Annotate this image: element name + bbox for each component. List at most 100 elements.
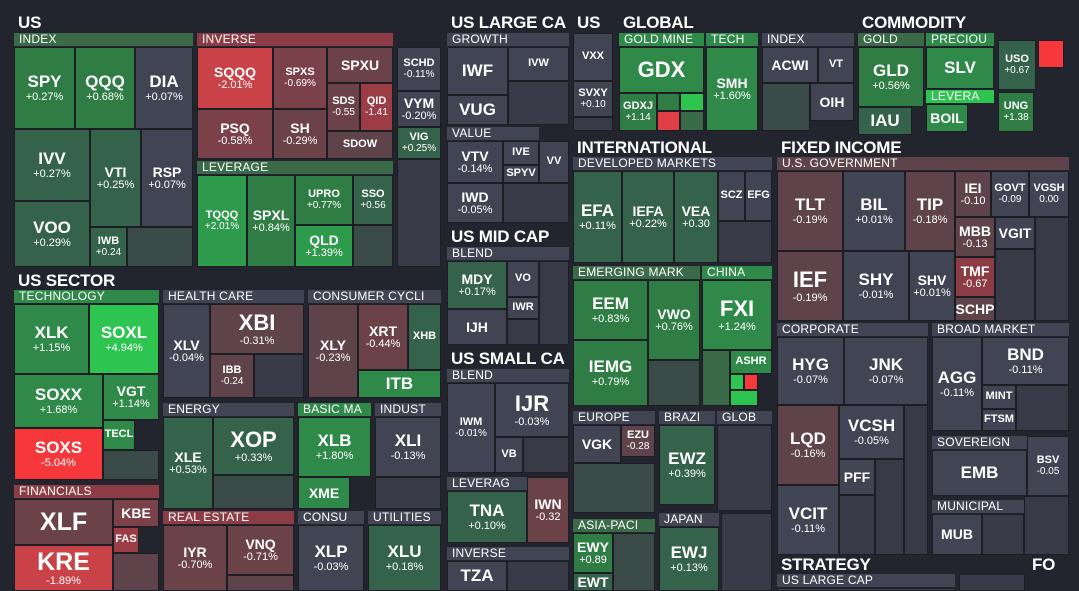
tile-xme[interactable]: XME (298, 477, 350, 509)
tile-ibb[interactable]: IBB -0.24 (210, 354, 254, 398)
tile-iwb[interactable]: IWB +0.24 (90, 227, 127, 267)
tile-mdy[interactable]: MDY +0.17% (447, 261, 507, 309)
tile-fxi[interactable]: FXI +1.24% (702, 280, 772, 350)
tile-smh[interactable]: SMH +1.60% (706, 47, 758, 131)
tile-sso[interactable]: SSO +0.56 (353, 175, 393, 225)
tile-soxs[interactable]: SOXS -5.04% (14, 428, 103, 480)
tile-soxl[interactable]: SOXL +4.94% (89, 304, 159, 374)
tile-vtv[interactable]: VTV -0.14% (447, 141, 503, 183)
tile-iwn[interactable]: IWN -0.32 (527, 477, 569, 543)
tile-shy[interactable]: SHY -0.01% (843, 251, 909, 321)
tile-vym[interactable]: VYM -0.20% (397, 91, 441, 127)
tile-ijh[interactable]: IJH (447, 309, 507, 345)
tile-sqqq[interactable]: SQQQ -2.01% (197, 47, 273, 109)
tile-vxx[interactable]: VXX (573, 33, 613, 81)
tile-vnq[interactable]: VNQ -0.71% (227, 525, 294, 575)
tile-iwr[interactable]: IWR (507, 297, 539, 319)
tile-sdow[interactable]: SDOW (327, 131, 393, 159)
tile-tna[interactable]: TNA +0.10% (447, 491, 527, 543)
tile-ief[interactable]: IEF -0.19% (777, 251, 843, 321)
tile-bnd[interactable]: BND -0.11% (982, 337, 1069, 385)
tile-ewj[interactable]: EWJ +0.13% (659, 527, 719, 591)
tile-xhb[interactable]: XHB (408, 304, 441, 370)
tile-tmf[interactable]: TMF -0.67 (955, 257, 995, 297)
tile-bsv[interactable]: BSV -0.05 (1027, 436, 1069, 496)
tile-eem[interactable]: EEM +0.83% (573, 280, 648, 340)
tile-upro[interactable]: UPRO +0.77% (295, 175, 353, 225)
tile-ijr[interactable]: IJR -0.03% (495, 383, 569, 437)
tile-spyv[interactable]: SPYV (503, 165, 539, 183)
tile-psq[interactable]: PSQ -0.58% (197, 109, 273, 159)
tile-boil[interactable]: BOIL (926, 104, 968, 132)
tile-tqqq[interactable]: TQQQ +2.01% (197, 175, 247, 267)
tile-tecl[interactable]: TECL (103, 420, 135, 450)
tile-voo[interactable]: VOO +0.29% (14, 201, 90, 267)
tile-shv[interactable]: SHV +0.01% (909, 251, 955, 321)
tile-vcsh[interactable]: VCSH -0.05% (839, 405, 904, 459)
tile-lqd[interactable]: LQD -0.16% (777, 405, 839, 485)
tile-kre[interactable]: KRE -1.89% (14, 545, 113, 591)
tile-bil[interactable]: BIL +0.01% (843, 171, 905, 251)
tile-vgsh[interactable]: VGSH 0.00 (1029, 171, 1069, 217)
tile-govt[interactable]: GOVT -0.09 (991, 171, 1029, 217)
tile-ivw[interactable]: IVW (508, 47, 569, 81)
tile-xlp[interactable]: XLP -0.03% (298, 525, 364, 591)
tile-efa[interactable]: EFA +0.11% (573, 171, 622, 263)
tile-qqq[interactable]: QQQ +0.68% (75, 47, 135, 129)
tile-mint[interactable]: MINT (982, 385, 1016, 409)
tile-schd[interactable]: SCHD -0.11% (397, 47, 441, 91)
tile-ewy[interactable]: EWY +0.89 (573, 533, 613, 573)
tile-xlb[interactable]: XLB +1.80% (298, 417, 371, 477)
tile-uso[interactable]: USO +0.67 (998, 40, 1036, 90)
tile-rsp[interactable]: RSP +0.07% (141, 129, 193, 227)
tile-ezu[interactable]: EZU -0.28 (621, 425, 655, 457)
tile-ung[interactable]: UNG +1.38 (998, 92, 1034, 132)
tile-iau[interactable]: IAU (858, 107, 912, 135)
tile-iwf[interactable]: IWF (447, 47, 508, 95)
tile-xlf[interactable]: XLF (14, 499, 113, 545)
tile-gdx[interactable]: GDX (619, 47, 704, 93)
tile-ivv[interactable]: IVV +0.27% (14, 129, 90, 201)
tile-gdxj[interactable]: GDXJ +1.14 (619, 93, 657, 131)
tile-sh[interactable]: SH -0.29% (273, 109, 327, 159)
tile-vwo[interactable]: VWO +0.76% (648, 280, 700, 360)
tile-tip[interactable]: TIP -0.18% (905, 171, 955, 251)
tile-vea[interactable]: VEA +0.30 (674, 171, 718, 263)
tile-acwi[interactable]: ACWI (762, 47, 818, 83)
tile-qid[interactable]: QID -1.41 (360, 83, 393, 131)
tile-vti[interactable]: VTI +0.25% (90, 129, 141, 227)
tile-ive[interactable]: IVE (503, 141, 539, 165)
tile-spxu[interactable]: SPXU (327, 47, 393, 83)
tile-emb[interactable]: EMB (932, 450, 1027, 496)
tile-sds[interactable]: SDS -0.55 (327, 83, 360, 131)
tile-qld[interactable]: QLD +1.39% (295, 225, 353, 267)
tile-jnk[interactable]: JNK -0.07% (844, 337, 928, 405)
tile-iefa[interactable]: IEFA +0.22% (622, 171, 674, 263)
tile-hyg[interactable]: HYG -0.07% (777, 337, 844, 405)
tile-vb[interactable]: VB (495, 437, 523, 473)
tile-mub[interactable]: MUB (932, 514, 982, 555)
tile-xly[interactable]: XLY -0.23% (308, 304, 358, 398)
tile-svxy[interactable]: SVXY +0.10 (573, 81, 613, 117)
tile-iei[interactable]: IEI -0.10 (955, 171, 991, 217)
tile-spxl[interactable]: SPXL +0.84% (247, 175, 295, 267)
tile-spxs[interactable]: SPXS -0.69% (273, 47, 327, 109)
tile-pff[interactable]: PFF (839, 459, 875, 495)
tile-agg[interactable]: AGG -0.11% (932, 337, 982, 431)
tile-fas[interactable]: FAS (113, 527, 139, 553)
tile-itb[interactable]: ITB (358, 370, 441, 398)
tile-kbe[interactable]: KBE (113, 499, 159, 527)
tile-gld[interactable]: GLD +0.56% (858, 47, 924, 107)
tile-iyr[interactable]: IYR -0.70% (163, 525, 227, 591)
tile-schp[interactable]: SCHP (955, 297, 995, 321)
tile-ewt[interactable]: EWT (573, 573, 613, 591)
tile-vcit[interactable]: VCIT -0.11% (777, 485, 839, 555)
tile-xlk[interactable]: XLK +1.15% (14, 304, 89, 374)
tile-spy[interactable]: SPY +0.27% (14, 47, 75, 129)
tile-tza[interactable]: TZA (447, 561, 507, 591)
tile-vv[interactable]: VV (539, 141, 569, 183)
tile-vo[interactable]: VO (507, 261, 539, 297)
tile-vgt[interactable]: VGT +1.14% (103, 374, 159, 420)
tile-slv[interactable]: SLV (926, 47, 994, 89)
tile-xle[interactable]: XLE +0.53% (163, 417, 213, 509)
